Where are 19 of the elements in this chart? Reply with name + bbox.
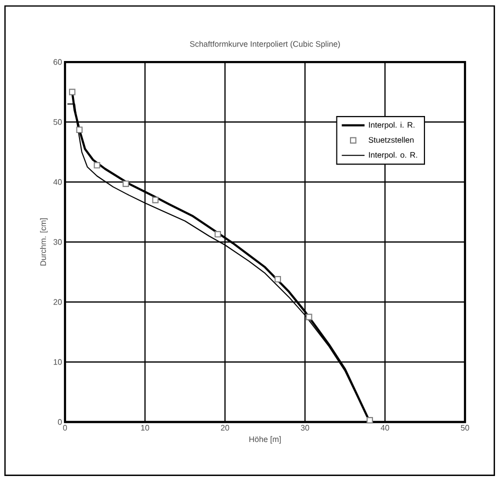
y-tick-label: 50 [53, 119, 62, 125]
legend-label: Interpol. i. R. [369, 122, 414, 130]
x-axis-title: Höhe [m] [249, 436, 281, 444]
x-tick-label: 20 [220, 424, 230, 431]
x-tick-label: 10 [141, 424, 150, 431]
x-tick-label: 0 [63, 424, 67, 431]
x-tick-label: 30 [300, 424, 310, 431]
y-tick-label: 40 [53, 179, 62, 185]
legend-label: Interpol. o. R. [369, 152, 418, 160]
y-axis-title: Durchm. [cm] [40, 218, 48, 266]
y-tick-label: 0 [58, 419, 62, 425]
x-tick-label: 50 [460, 424, 470, 431]
y-tick-label: 30 [53, 239, 62, 245]
legend-label: Stuetzstellen [368, 136, 414, 143]
x-tick-label: 40 [380, 424, 390, 431]
y-tick-label: 10 [54, 359, 62, 365]
chart-title: Schaftformkurve Interpoliert (Cubic Spline) [190, 40, 340, 48]
y-tick-label: 60 [54, 59, 62, 65]
y-tick-label: 20 [54, 299, 62, 305]
